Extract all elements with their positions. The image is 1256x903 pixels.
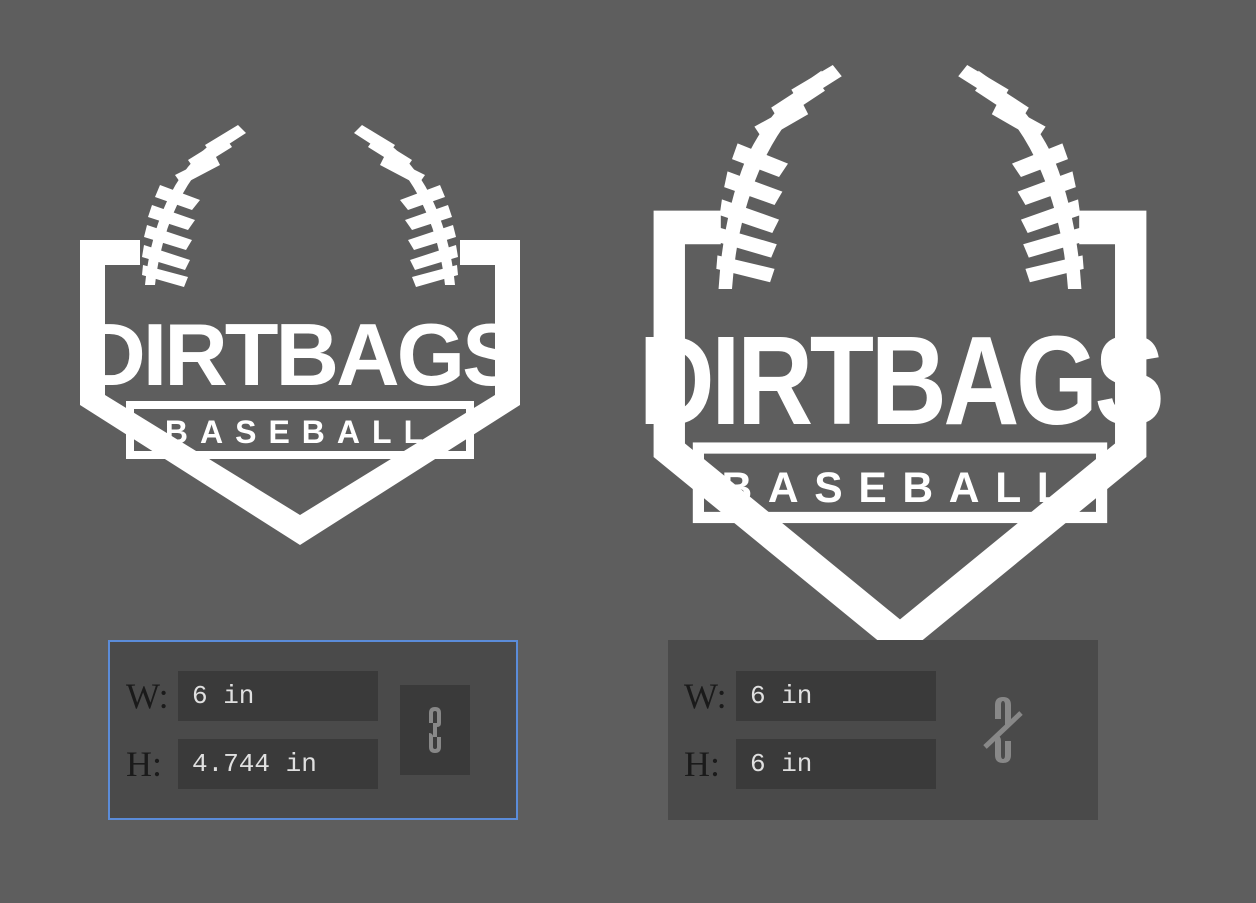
link-icon [415, 705, 455, 755]
width-input-right[interactable] [736, 671, 936, 721]
height-row: H: [684, 739, 936, 789]
dimension-fields-right: W: H: [684, 671, 936, 789]
width-label: W: [126, 675, 168, 717]
width-row: W: [684, 671, 936, 721]
height-label: H: [126, 743, 168, 785]
logo-left[interactable]: DIRTBAGS BASEBALL [50, 125, 550, 560]
logo-right[interactable]: DIRTBAGS BASEBALL [620, 65, 1180, 675]
height-label: H: [684, 743, 726, 785]
dirtbags-logo-left-svg: DIRTBAGS BASEBALL [50, 125, 550, 555]
dimension-fields-left: W: H: [126, 671, 378, 789]
width-label: W: [684, 675, 726, 717]
unlink-icon [975, 695, 1031, 765]
height-input-right[interactable] [736, 739, 936, 789]
svg-text:BASEBALL: BASEBALL [721, 464, 1078, 512]
dirtbags-logo-right-svg: DIRTBAGS BASEBALL [620, 65, 1180, 670]
unlink-proportions-button[interactable] [968, 685, 1038, 775]
svg-text:BASEBALL: BASEBALL [165, 414, 435, 450]
width-input-left[interactable] [178, 671, 378, 721]
width-row: W: [126, 671, 378, 721]
dimension-panel-right: W: H: [668, 640, 1098, 820]
svg-text:DIRTBAGS: DIRTBAGS [639, 310, 1162, 451]
svg-text:DIRTBAGS: DIRTBAGS [82, 305, 518, 404]
dimension-panel-left: W: H: [108, 640, 518, 820]
height-row: H: [126, 739, 378, 789]
height-input-left[interactable] [178, 739, 378, 789]
link-proportions-button[interactable] [400, 685, 470, 775]
